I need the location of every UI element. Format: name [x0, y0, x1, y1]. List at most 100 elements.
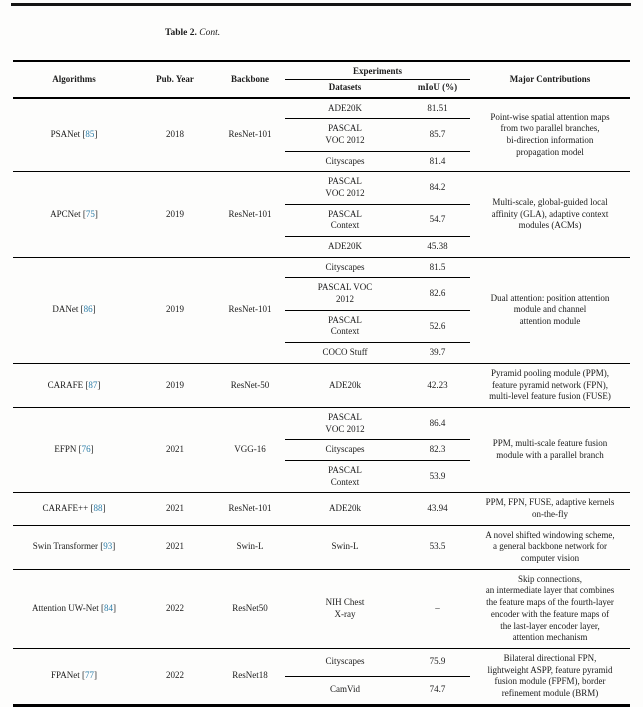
table-row: ADE20K 45.38 — [13, 236, 630, 258]
dataset-cell: NIH Chest X-ray — [285, 569, 405, 649]
algorithm-label: PSANet [ — [50, 129, 86, 140]
miou-cell: 54.7 — [405, 204, 470, 238]
dataset-cell: ADE20k — [285, 363, 405, 408]
citation-link[interactable]: 77 — [84, 670, 94, 681]
table-row: Cityscapes 81.4 — [13, 151, 630, 173]
dataset-cell: PASCAL Context — [285, 460, 405, 494]
dataset-cell: ADE20k — [285, 492, 405, 526]
pub-year-cell: 2018 — [135, 97, 215, 173]
backbone-cell: ResNet-101 — [215, 492, 285, 526]
backbone-cell: ResNet50 — [215, 569, 285, 649]
pub-year-cell: 2022 — [135, 569, 215, 649]
citation-link[interactable]: 86 — [83, 304, 93, 315]
dataset-cell: ADE20K — [285, 236, 405, 258]
contribution-cell: PPM, multi-scale feature fusion module w… — [470, 407, 630, 494]
miou-cell: 86.4 — [405, 407, 470, 441]
contribution-cell: Dual attention: position attention modul… — [470, 257, 630, 364]
algorithm-label: APCNet [ — [50, 208, 86, 219]
miou-cell: 81.5 — [405, 257, 470, 279]
algorithm-name: CARAFE++ [88] — [15, 503, 133, 515]
results-table: Algorithms Pub. Year Backbone Experiment… — [13, 60, 630, 707]
table-row: Cityscapes 82.3 — [13, 439, 630, 461]
dataset-cell: Cityscapes — [285, 151, 405, 173]
algorithm-name: APCNet [75] — [15, 209, 133, 221]
algorithm-cell: Attention UW-Net [84] — [13, 569, 135, 649]
algorithm-cell: Swin Transformer [93] — [13, 525, 135, 570]
table-row: FPANet [77] 2022 ResNet18 Cityscapes 75.9 Bil… — [13, 648, 630, 706]
miou-cell: 45.38 — [405, 236, 470, 258]
contribution-cell: Bilateral directional FPN, lightweight A… — [470, 648, 630, 706]
table-row: EFPN [76] 2021 VGG-16 PASCAL VOC 2012 86.4 PP… — [13, 407, 630, 494]
citation-link[interactable]: 76 — [81, 444, 91, 455]
dataset-cell: CamVid — [285, 676, 405, 706]
citation-link[interactable]: 93 — [103, 541, 113, 552]
algorithm-name: Swin Transformer [93] — [15, 541, 133, 553]
citation-bracket: ] — [94, 129, 98, 140]
pub-year-cell: 2021 — [135, 407, 215, 494]
dataset-cell: Cityscapes — [285, 257, 405, 279]
contribution-text: Pyramid pooling module (PPM), feature py… — [489, 367, 611, 402]
col-header-algorithms: Algorithms — [13, 61, 135, 99]
table-row: PASCAL VOC 2012 82.6 — [13, 277, 630, 311]
miou-cell: 39.7 — [405, 342, 470, 364]
contribution-text: Bilateral directional FPN, lightweight A… — [487, 652, 613, 698]
contribution-cell: Pyramid pooling module (PPM), feature py… — [470, 363, 630, 408]
miou-cell: 82.6 — [405, 277, 470, 311]
dataset-cell: Cityscapes — [285, 648, 405, 677]
pub-year-cell: 2021 — [135, 525, 215, 570]
dataset-cell: PASCAL Context — [285, 310, 405, 344]
algorithm-cell: APCNet [75] — [13, 171, 135, 258]
miou-cell: 52.6 — [405, 310, 470, 344]
algorithm-name: PSANet [85] — [15, 129, 133, 141]
dataset-cell: COCO Stuff — [285, 342, 405, 364]
backbone-cell: ResNet-101 — [215, 171, 285, 258]
table-row: DANet [86] 2019 ResNet-101 Cityscapes 81.5 Du… — [13, 257, 630, 364]
miou-cell: 75.9 — [405, 648, 470, 677]
citation-link[interactable]: 75 — [85, 208, 95, 219]
dataset-cell: PASCAL VOC 2012 — [285, 277, 405, 311]
citation-bracket: ] — [92, 304, 96, 315]
contribution-cell: Skip connections, an intermediate layer … — [470, 569, 630, 649]
backbone-cell: VGG-16 — [215, 407, 285, 494]
contribution-text: Multi-scale, global-guided local affinit… — [491, 196, 609, 231]
table-row: CARAFE++ [88] 2021 ResNet-101 ADE20k 43.94 PP… — [13, 492, 630, 526]
table-row: PASCAL Context 53.9 — [13, 460, 630, 494]
algorithm-cell: FPANet [77] — [13, 648, 135, 706]
page-top-rule — [11, 3, 631, 6]
citation-bracket: ] — [97, 379, 101, 390]
pub-year-cell: 2019 — [135, 363, 215, 408]
col-header-experiments: Experiments — [285, 61, 470, 81]
miou-cell: 82.3 — [405, 439, 470, 461]
algorithm-label: CARAFE [ — [47, 379, 89, 390]
miou-cell: 81.51 — [405, 97, 470, 120]
citation-link[interactable]: 87 — [88, 379, 98, 390]
dataset-cell: PASCAL Context — [285, 204, 405, 238]
citation-link[interactable]: 85 — [85, 129, 95, 140]
table-row: Swin Transformer [93] 2021 Swin-L Swin-L 53.… — [13, 525, 630, 570]
contribution-cell: A novel shifted windowing scheme, a gene… — [470, 525, 630, 570]
algorithm-name: DANet [86] — [15, 304, 133, 316]
table-row: PSANet [85] 2018 ResNet-101 ADE20K 81.51 Poin… — [13, 97, 630, 173]
algorithm-cell: PSANet [85] — [13, 97, 135, 173]
algorithm-cell: CARAFE [87] — [13, 363, 135, 408]
citation-link[interactable]: 84 — [103, 602, 113, 613]
algorithm-label: FPANet [ — [51, 670, 85, 681]
algorithm-label: EFPN [ — [54, 444, 82, 455]
pub-year-cell: 2019 — [135, 257, 215, 364]
citation-bracket: ] — [102, 503, 106, 514]
contribution-text: Point-wise spatial attention maps from t… — [490, 111, 610, 157]
backbone-cell: ResNet18 — [215, 648, 285, 706]
contribution-cell: PPM, FPN, FUSE, adaptive kernels on-the-… — [470, 492, 630, 526]
backbone-cell: ResNet-101 — [215, 257, 285, 364]
miou-cell: 42.23 — [405, 363, 470, 408]
backbone-cell: ResNet-101 — [215, 97, 285, 173]
col-header-datasets: Datasets — [285, 79, 405, 99]
table-row: PASCAL Context 52.6 — [13, 310, 630, 344]
citation-link[interactable]: 88 — [93, 503, 103, 514]
miou-cell: 74.7 — [405, 676, 470, 706]
dataset-cell: Swin-L — [285, 525, 405, 570]
contribution-text: A novel shifted windowing scheme, a gene… — [485, 529, 615, 564]
algorithm-label: Swin Transformer [ — [32, 541, 104, 552]
col-header-backbone: Backbone — [215, 61, 285, 99]
